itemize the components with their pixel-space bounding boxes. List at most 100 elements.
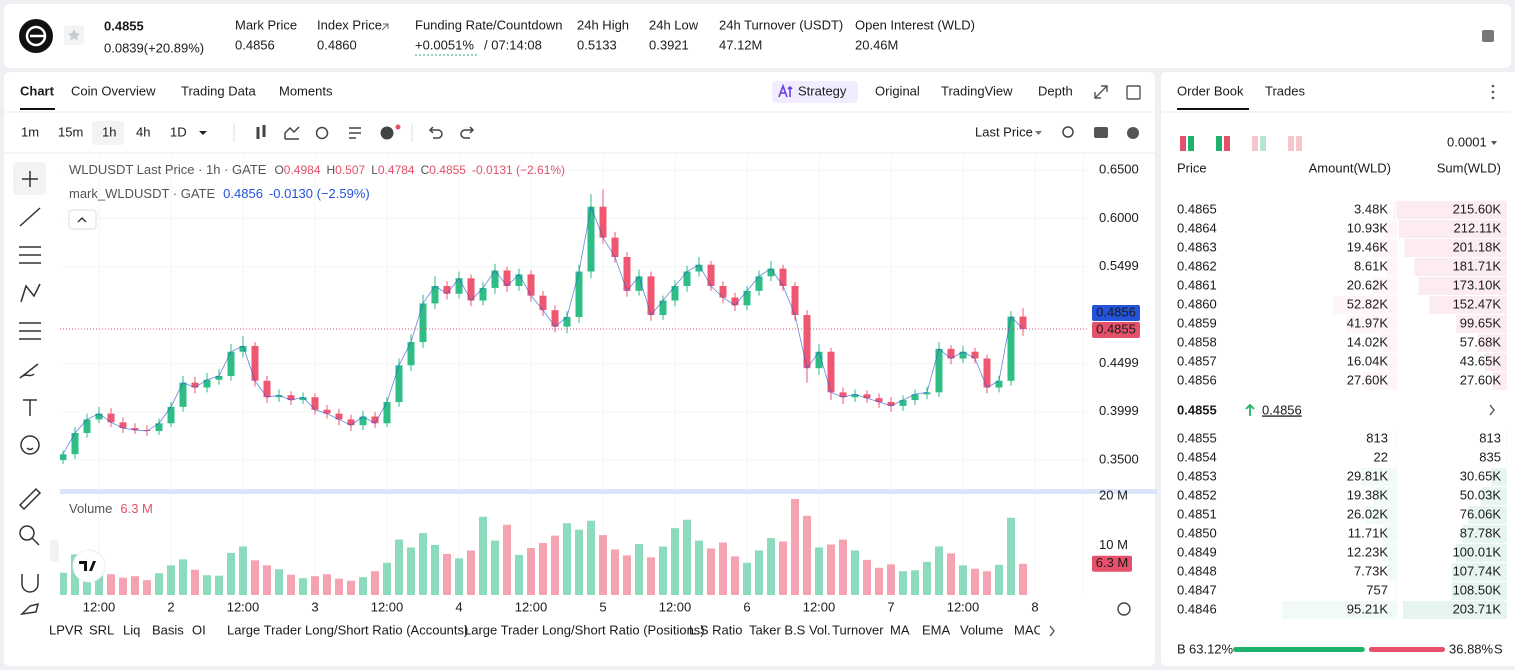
ob-price[interactable]: 0.4865 (1177, 201, 1217, 216)
drawing-tool[interactable] (19, 602, 40, 616)
ob-price[interactable]: 0.4857 (1177, 353, 1217, 368)
sum-depth-bar (1414, 258, 1507, 276)
indicator-tab[interactable]: Liq (123, 622, 140, 637)
candle-body (695, 264, 703, 272)
expand-icon[interactable] (1094, 85, 1108, 99)
candle-body (863, 394, 871, 399)
ob-price[interactable]: 0.4853 (1177, 468, 1217, 483)
indicator-tab[interactable]: Taker B.S Vol. (749, 622, 831, 637)
ob-price[interactable]: 0.4855 (1177, 430, 1217, 445)
volume-tag-label: 6.3 M (1096, 555, 1129, 570)
more-arrow[interactable] (1049, 625, 1055, 637)
ob-price[interactable]: 0.4856 (1177, 372, 1217, 387)
drawing-tool[interactable] (23, 399, 37, 416)
drawing-tool[interactable] (19, 207, 41, 227)
volume-bar (563, 523, 571, 595)
indicator-tab[interactable]: SRL (89, 622, 114, 637)
volume-bar (923, 561, 931, 595)
chart-tab[interactable]: Moments (279, 83, 333, 98)
price-source[interactable]: Last Price (975, 124, 1033, 139)
chart-view[interactable]: Original (875, 83, 920, 98)
settings-icon[interactable] (1127, 127, 1139, 139)
indicator-tab[interactable]: Large Trader Long/Short Ratio (Positions… (464, 622, 705, 637)
amount-depth-bar (1380, 334, 1397, 352)
indicator-tab[interactable]: MACD (1014, 622, 1052, 637)
interval[interactable]: 15m (58, 124, 83, 139)
ob-tab[interactable]: Order Book (1177, 83, 1244, 98)
interval[interactable]: 1h (102, 124, 116, 139)
ob-amount: 12.23K (1347, 544, 1389, 559)
interval[interactable]: 1D (170, 124, 187, 139)
ob-price[interactable]: 0.4849 (1177, 544, 1217, 559)
indicator-tab[interactable]: Turnover (832, 622, 884, 637)
indicator-tab[interactable]: EMA (922, 622, 951, 637)
indicator-tab[interactable]: Large Trader Long/Short Ratio (Accounts) (227, 622, 468, 637)
ob-price[interactable]: 0.4861 (1177, 277, 1217, 292)
interval[interactable]: 4h (136, 124, 150, 139)
indicator-icon[interactable] (284, 126, 300, 140)
drawing-tool[interactable] (20, 283, 41, 303)
ob-price[interactable]: 0.4854 (1177, 449, 1217, 464)
ob-price[interactable]: 0.4864 (1177, 220, 1217, 235)
ob-price[interactable]: 0.4863 (1177, 239, 1217, 254)
ob-tab[interactable]: Trades (1265, 83, 1305, 98)
drawing-tool[interactable] (22, 171, 38, 187)
chart-view[interactable]: Depth (1038, 83, 1073, 98)
depth-view-icon[interactable] (1216, 136, 1222, 151)
layout-icon[interactable] (349, 127, 361, 139)
ob-price[interactable]: 0.4862 (1177, 258, 1217, 273)
indicator-tab[interactable]: Basis (152, 622, 184, 637)
mark-change: -0.0130 (−2.59%) (269, 186, 370, 201)
window-icon[interactable] (1126, 85, 1141, 100)
candle-body (647, 276, 655, 316)
ob-price[interactable]: 0.4858 (1177, 334, 1217, 349)
ob-price[interactable]: 0.4851 (1177, 506, 1217, 521)
depth-view-icon[interactable] (1180, 136, 1186, 151)
drawing-tool[interactable] (20, 435, 40, 455)
chart-tab[interactable]: Trading Data (181, 83, 256, 98)
ob-price[interactable]: 0.4859 (1177, 315, 1217, 330)
scroll-handle[interactable] (50, 540, 59, 562)
ob-price[interactable]: 0.4852 (1177, 487, 1217, 502)
more-arrow[interactable] (1489, 404, 1495, 416)
interval[interactable]: 1m (21, 124, 39, 139)
undo-icon[interactable] (428, 126, 443, 139)
notes-icon[interactable] (1482, 30, 1494, 42)
drawing-tool[interactable] (19, 246, 41, 264)
ob-price[interactable]: 0.4860 (1177, 296, 1217, 311)
drawing-tool[interactable] (18, 487, 42, 511)
drawing-tool[interactable] (21, 574, 39, 593)
ob-price[interactable]: 0.4850 (1177, 525, 1217, 540)
collapse-button[interactable] (68, 209, 97, 230)
x-tick-label: 3 (311, 599, 318, 614)
add-icon[interactable] (380, 126, 394, 140)
depth-view-icon[interactable] (1288, 136, 1294, 151)
search-icon[interactable] (1062, 126, 1074, 138)
candle-body (179, 382, 187, 407)
replay-icon[interactable] (315, 126, 329, 140)
ob-price[interactable]: 0.4846 (1177, 601, 1217, 616)
drawing-tool[interactable] (19, 525, 40, 546)
drawing-tool[interactable] (19, 322, 41, 340)
ob-price[interactable]: 0.4847 (1177, 582, 1217, 597)
indicator-tab[interactable]: Volume (960, 622, 1003, 637)
depth-view-icon[interactable] (1252, 136, 1258, 151)
ob-price[interactable]: 0.4848 (1177, 563, 1217, 578)
candle-icon[interactable] (256, 125, 266, 139)
indicator-tab[interactable]: L.S Ratio (689, 622, 742, 637)
precision[interactable]: 0.0001 (1447, 134, 1487, 149)
chart-tab[interactable]: Chart (20, 83, 55, 98)
indicator-tab[interactable]: MA (890, 622, 910, 637)
drawing-tool[interactable] (19, 363, 39, 379)
indicator-tab[interactable]: OI (192, 622, 206, 637)
camera-icon[interactable] (1094, 127, 1108, 138)
collapse-caret (77, 217, 87, 223)
reset-icon[interactable] (1117, 602, 1131, 616)
chart-tab[interactable]: Coin Overview (71, 83, 156, 98)
indicator-tab[interactable]: LPVR (49, 622, 83, 637)
chart-view[interactable]: TradingView (941, 83, 1013, 98)
candle-body (455, 278, 463, 294)
chart-view[interactable]: Strategy (798, 83, 847, 98)
amount-depth-bar (1396, 582, 1397, 600)
redo-icon[interactable] (460, 126, 475, 139)
